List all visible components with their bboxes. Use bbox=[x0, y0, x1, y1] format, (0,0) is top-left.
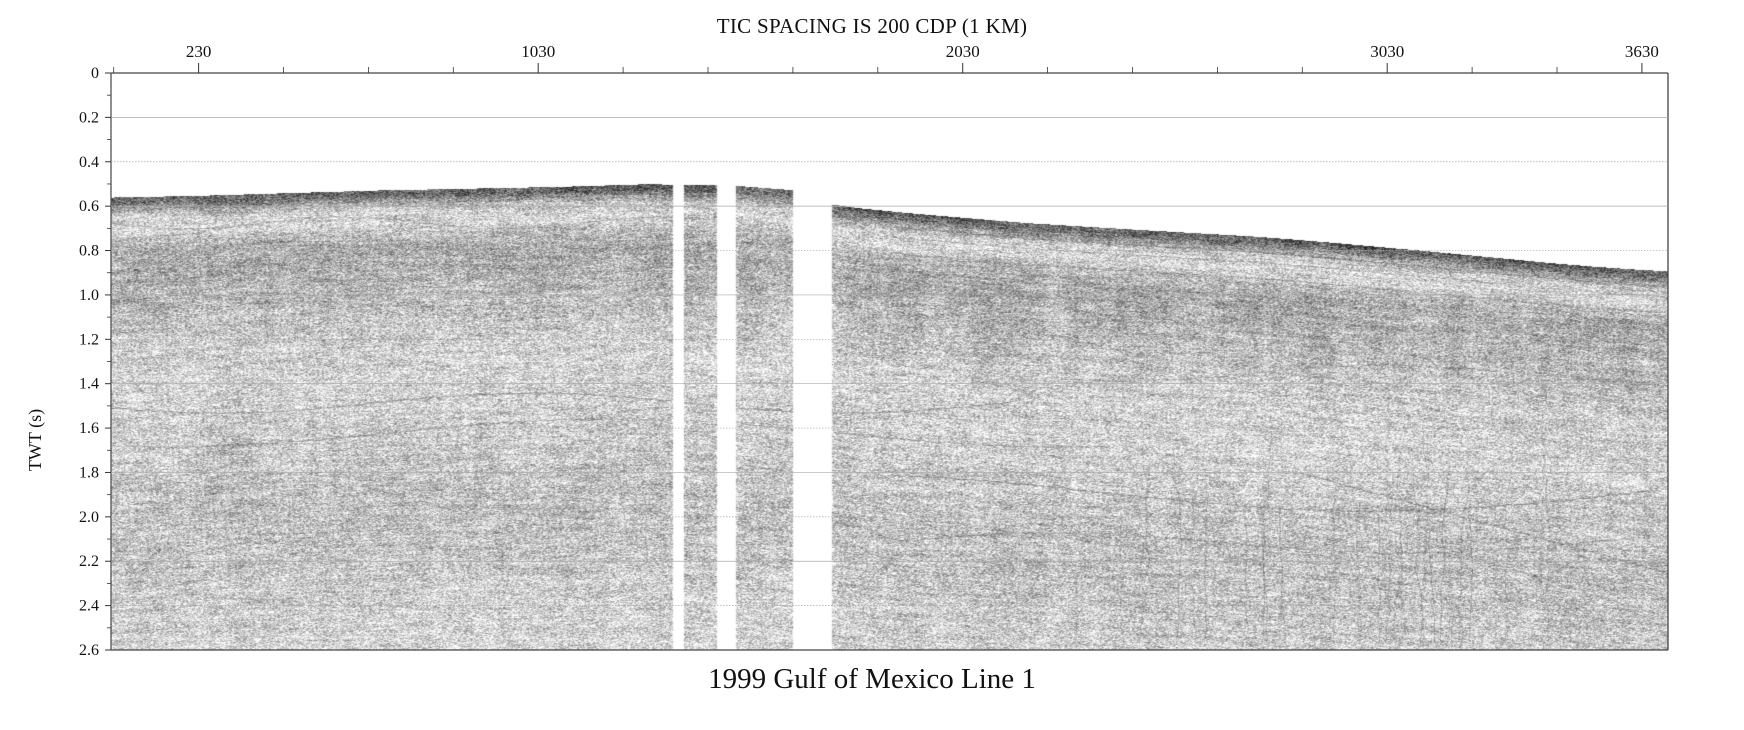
svg-text:0.6: 0.6 bbox=[79, 198, 99, 215]
svg-text:1030: 1030 bbox=[521, 42, 555, 61]
svg-text:2.0: 2.0 bbox=[79, 509, 99, 526]
svg-text:1.8: 1.8 bbox=[79, 464, 99, 481]
svg-text:3030: 3030 bbox=[1370, 42, 1404, 61]
svg-text:2030: 2030 bbox=[946, 42, 980, 61]
svg-text:2.4: 2.4 bbox=[79, 598, 99, 615]
svg-text:1.4: 1.4 bbox=[79, 376, 99, 393]
svg-text:230: 230 bbox=[186, 42, 212, 61]
svg-text:1.0: 1.0 bbox=[79, 287, 99, 304]
svg-text:0: 0 bbox=[91, 65, 99, 82]
svg-text:0.8: 0.8 bbox=[79, 243, 99, 260]
svg-text:0.2: 0.2 bbox=[79, 109, 99, 126]
svg-text:2.6: 2.6 bbox=[79, 642, 99, 659]
svg-text:1.2: 1.2 bbox=[79, 331, 99, 348]
svg-text:1.6: 1.6 bbox=[79, 420, 99, 437]
svg-text:0.4: 0.4 bbox=[79, 154, 99, 171]
svg-text:2.2: 2.2 bbox=[79, 553, 99, 570]
svg-text:3630: 3630 bbox=[1625, 42, 1659, 61]
